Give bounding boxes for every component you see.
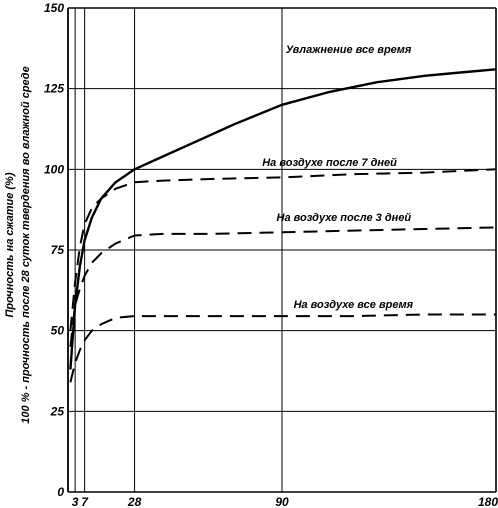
x-tick-label: 180 (478, 495, 498, 508)
y-tick-label: 150 (44, 1, 64, 15)
y-tick-label: 25 (50, 404, 65, 418)
y-tick-label: 125 (44, 82, 64, 96)
x-tick-label: 90 (275, 495, 289, 508)
x-tick-label: 7 (81, 495, 89, 508)
series (69, 68, 497, 383)
series-label-2: На воздухе после 7 дней (262, 157, 397, 169)
series-line-2 (69, 168, 497, 331)
y-tick-label: 100 (44, 162, 64, 176)
y-tick-label: 0 (57, 485, 64, 499)
x-axis-labels: 3 7 28 90 180 (72, 495, 498, 508)
series-line-4 (69, 313, 496, 383)
series-line-1 (69, 68, 497, 370)
y-tick-label: 75 (51, 243, 65, 257)
annotations: Увлажнение все время На воздухе после 7 д… (262, 44, 413, 311)
grid (67, 7, 497, 493)
series-label-1: Увлажнение все время (286, 44, 412, 56)
series-label-3: На воздухе после 3 дней (277, 212, 412, 224)
y-axis-title-line1: Прочность на сжатие (%) (4, 172, 16, 317)
y-axis-title-line2: 100 % - прочность после 28 суток тверден… (20, 66, 32, 423)
y-axis-labels: 0 25 50 75 100 125 150 (44, 1, 64, 499)
y-tick-label: 50 (51, 324, 65, 338)
x-tick-label: 28 (127, 495, 142, 508)
series-label-4: На воздухе все время (294, 299, 414, 311)
x-tick-label: 3 (72, 495, 79, 508)
